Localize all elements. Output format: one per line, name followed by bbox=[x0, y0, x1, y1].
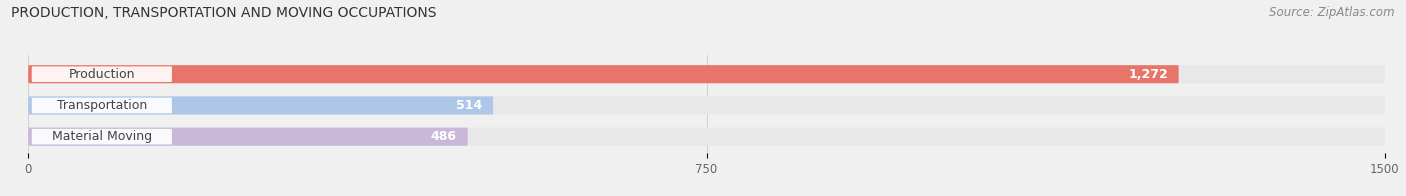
FancyBboxPatch shape bbox=[28, 65, 1385, 83]
FancyBboxPatch shape bbox=[32, 66, 172, 82]
Text: 514: 514 bbox=[456, 99, 482, 112]
Text: 486: 486 bbox=[430, 130, 457, 143]
FancyBboxPatch shape bbox=[28, 96, 494, 114]
FancyBboxPatch shape bbox=[28, 128, 1385, 146]
FancyBboxPatch shape bbox=[28, 96, 1385, 114]
Text: Source: ZipAtlas.com: Source: ZipAtlas.com bbox=[1270, 6, 1395, 19]
Text: Production: Production bbox=[69, 68, 135, 81]
Text: PRODUCTION, TRANSPORTATION AND MOVING OCCUPATIONS: PRODUCTION, TRANSPORTATION AND MOVING OC… bbox=[11, 6, 437, 20]
Text: 1,272: 1,272 bbox=[1128, 68, 1168, 81]
FancyBboxPatch shape bbox=[28, 128, 468, 146]
Text: Transportation: Transportation bbox=[56, 99, 148, 112]
FancyBboxPatch shape bbox=[28, 65, 1178, 83]
FancyBboxPatch shape bbox=[32, 98, 172, 113]
FancyBboxPatch shape bbox=[32, 129, 172, 144]
Text: Material Moving: Material Moving bbox=[52, 130, 152, 143]
